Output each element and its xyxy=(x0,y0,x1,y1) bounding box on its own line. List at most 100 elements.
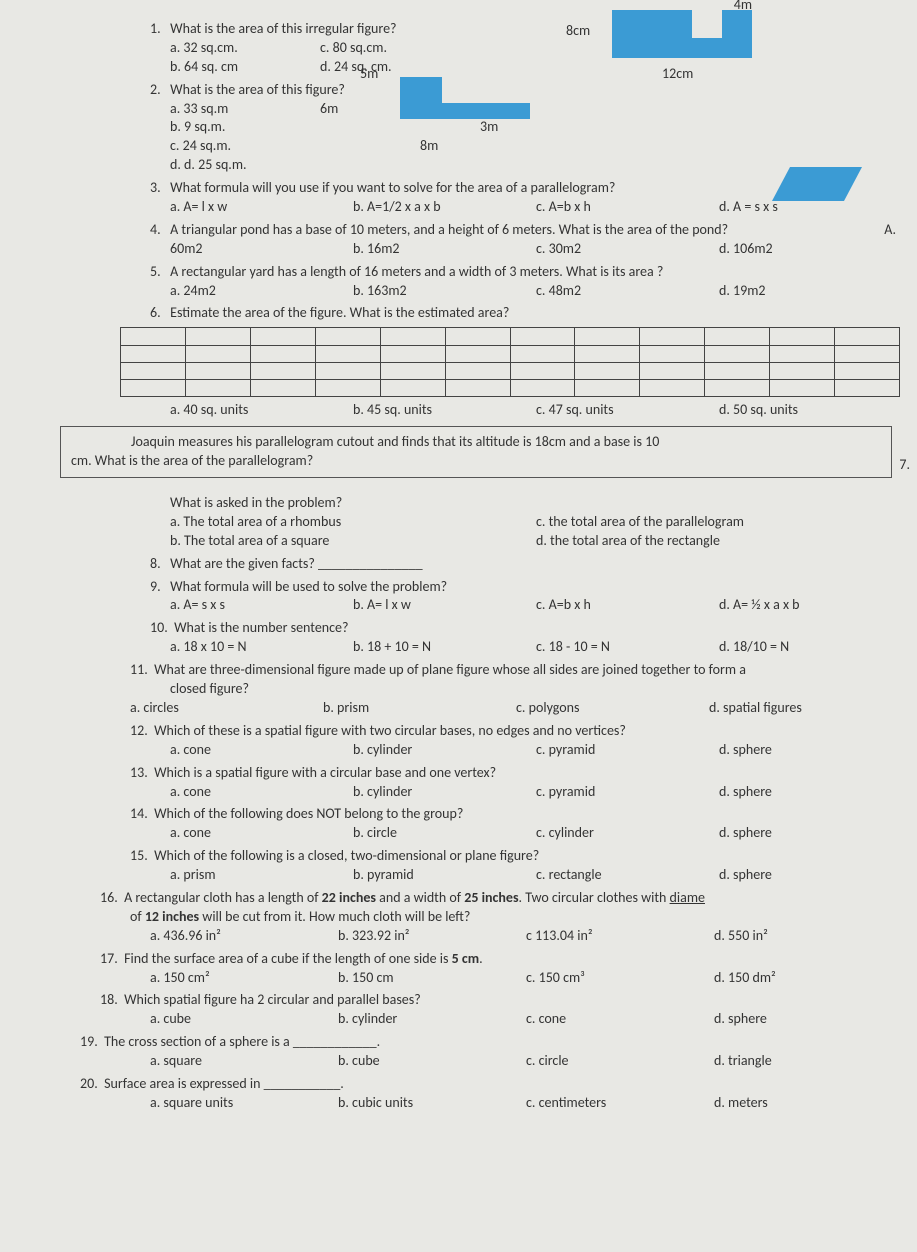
opt: b. 16m2 xyxy=(353,240,536,259)
opt: a. cone xyxy=(170,824,353,843)
qtext: Which of the following is a closed, two-… xyxy=(154,847,539,864)
qtext: Which spatial figure ha 2 circular and p… xyxy=(124,991,421,1008)
qtext: What are the given facts? ______________… xyxy=(170,555,422,572)
qtext: A triangular pond has a base of 10 meter… xyxy=(170,221,728,238)
opt: c. cylinder xyxy=(536,824,719,843)
qtext: What is the number sentence? xyxy=(174,619,348,636)
opt: c. 48m2 xyxy=(536,282,719,301)
question-12: 12. Which of these is a spatial figure w… xyxy=(60,722,902,760)
question-8: 8. What are the given facts? ___________… xyxy=(60,555,902,574)
opt: d. sphere xyxy=(719,741,902,760)
qnum: 12. xyxy=(130,722,148,739)
side-label-A: A. xyxy=(884,221,896,240)
qnum: 17. xyxy=(100,950,118,967)
fig2-top-label: 5m xyxy=(360,65,378,84)
opt: a. circles xyxy=(130,699,323,718)
opt: c. rectangle xyxy=(536,866,719,885)
opt: a. 18 x 10 = N xyxy=(170,638,353,657)
fig1-left-label: 8cm xyxy=(566,22,590,41)
question-7: What is asked in the problem? a. The tot… xyxy=(60,494,902,551)
opt: d. sphere xyxy=(719,783,902,802)
opt: b. cube xyxy=(338,1052,526,1071)
qnum: 18. xyxy=(100,991,118,1008)
qtext: Which of the following does NOT belong t… xyxy=(154,805,463,822)
opt: d. triangle xyxy=(714,1052,902,1071)
opt: d. 550 in² xyxy=(714,927,902,946)
opt: a. cone xyxy=(170,741,353,760)
opt: a. A= s x s xyxy=(170,596,353,615)
qnum: 7. xyxy=(899,456,910,475)
opt: c. pyramid xyxy=(536,741,719,760)
question-5: 5. A rectangular yard has a length of 16… xyxy=(60,263,902,301)
opt: d. 18/10 = N xyxy=(719,638,902,657)
question-16: 16. A rectangular cloth has a length of … xyxy=(60,889,902,946)
qtext: What is asked in the problem? xyxy=(170,494,342,511)
box-line1: Joaquin measures his parallelogram cutou… xyxy=(71,433,881,452)
opt: b. A=1/2 x a x b xyxy=(353,198,536,217)
opt: a. square xyxy=(150,1052,338,1071)
opt: a. square units xyxy=(150,1094,338,1113)
qtext: What formula will you use if you want to… xyxy=(170,179,615,196)
opt: a. 150 cm² xyxy=(150,969,338,988)
opt: a. 436.96 in² xyxy=(150,927,338,946)
question-10: 10. What is the number sentence? a. 18 x… xyxy=(60,619,902,657)
opt: a. 33 sq.m xyxy=(170,100,320,119)
opt: a. prism xyxy=(170,866,353,885)
opt: a. cone xyxy=(170,783,353,802)
qtext: What are three-dimensional figure made u… xyxy=(154,661,746,678)
question-18: 18. Which spatial figure ha 2 circular a… xyxy=(60,991,902,1029)
opt: c 113.04 in² xyxy=(526,927,714,946)
qnum: 8. xyxy=(150,555,161,572)
qnum: 16. xyxy=(100,889,118,906)
opt: b. 323.92 in² xyxy=(338,927,526,946)
qnum: 13. xyxy=(130,764,148,781)
figure-2 xyxy=(400,77,530,125)
opt: d. the total area of the rectangle xyxy=(536,532,902,551)
question-13: 13. Which is a spatial figure with a cir… xyxy=(60,764,902,802)
opt: b. prism xyxy=(323,699,516,718)
opt: c. 30m2 xyxy=(536,240,719,259)
opt: a. cube xyxy=(150,1010,338,1029)
opt: c. 80 sq.cm. xyxy=(320,39,387,58)
opt: d. 106m2 xyxy=(719,240,902,259)
opt: d. d. 25 sq.m. xyxy=(170,156,247,173)
opt: d. sphere xyxy=(719,866,902,885)
qnum: 5. xyxy=(150,263,161,280)
opt: d. 150 dm² xyxy=(714,969,902,988)
opt: b. cubic units xyxy=(338,1094,526,1113)
opt: b. The total area of a square xyxy=(170,532,536,551)
opt: a. 40 sq. units xyxy=(170,401,353,420)
qnum: 3. xyxy=(150,179,161,196)
opt: c. 150 cm³ xyxy=(526,969,714,988)
grid-figure xyxy=(120,327,900,397)
opt: d. meters xyxy=(714,1094,902,1113)
opt: b. 64 sq. cm xyxy=(170,58,320,77)
opt: d. A= ½ x a x b xyxy=(719,596,902,615)
qnum: 20. xyxy=(80,1075,98,1092)
opt: b. cylinder xyxy=(353,783,536,802)
qtext: What formula will be used to solve the p… xyxy=(170,578,447,595)
question-19: 19. The cross section of a sphere is a _… xyxy=(60,1033,902,1071)
qtext: What is the area of this figure? xyxy=(170,81,345,98)
question-9: 9. What formula will be used to solve th… xyxy=(60,578,902,616)
opt: b. 45 sq. units xyxy=(353,401,536,420)
question-11: 11. What are three-dimensional figure ma… xyxy=(60,661,902,718)
opt: a. 24m2 xyxy=(170,282,353,301)
opt: c. cone xyxy=(526,1010,714,1029)
opt: c. centimeters xyxy=(526,1094,714,1113)
opt: a. The total area of a rhombus xyxy=(170,513,536,532)
opt: d. sphere xyxy=(714,1010,902,1029)
fig2-left-label: 6m xyxy=(320,100,380,119)
opt: c. pyramid xyxy=(536,783,719,802)
opt: c. circle xyxy=(526,1052,714,1071)
opt: c. 18 - 10 = N xyxy=(536,638,719,657)
opt: a. A= l x w xyxy=(170,198,353,217)
question-2: 5m 2. What is the area of this figure? a… xyxy=(60,81,902,175)
qnum: 9. xyxy=(150,578,161,595)
question-20: 20. Surface area is expressed in _______… xyxy=(60,1075,902,1113)
figure-1: 4m 8cm 12cm xyxy=(602,10,772,70)
qtext: Surface area is expressed in ___________… xyxy=(104,1075,344,1092)
question-1: 1. What is the area of this irregular fi… xyxy=(60,20,902,77)
opt: b. 18 + 10 = N xyxy=(353,638,536,657)
opt: b. 150 cm xyxy=(338,969,526,988)
